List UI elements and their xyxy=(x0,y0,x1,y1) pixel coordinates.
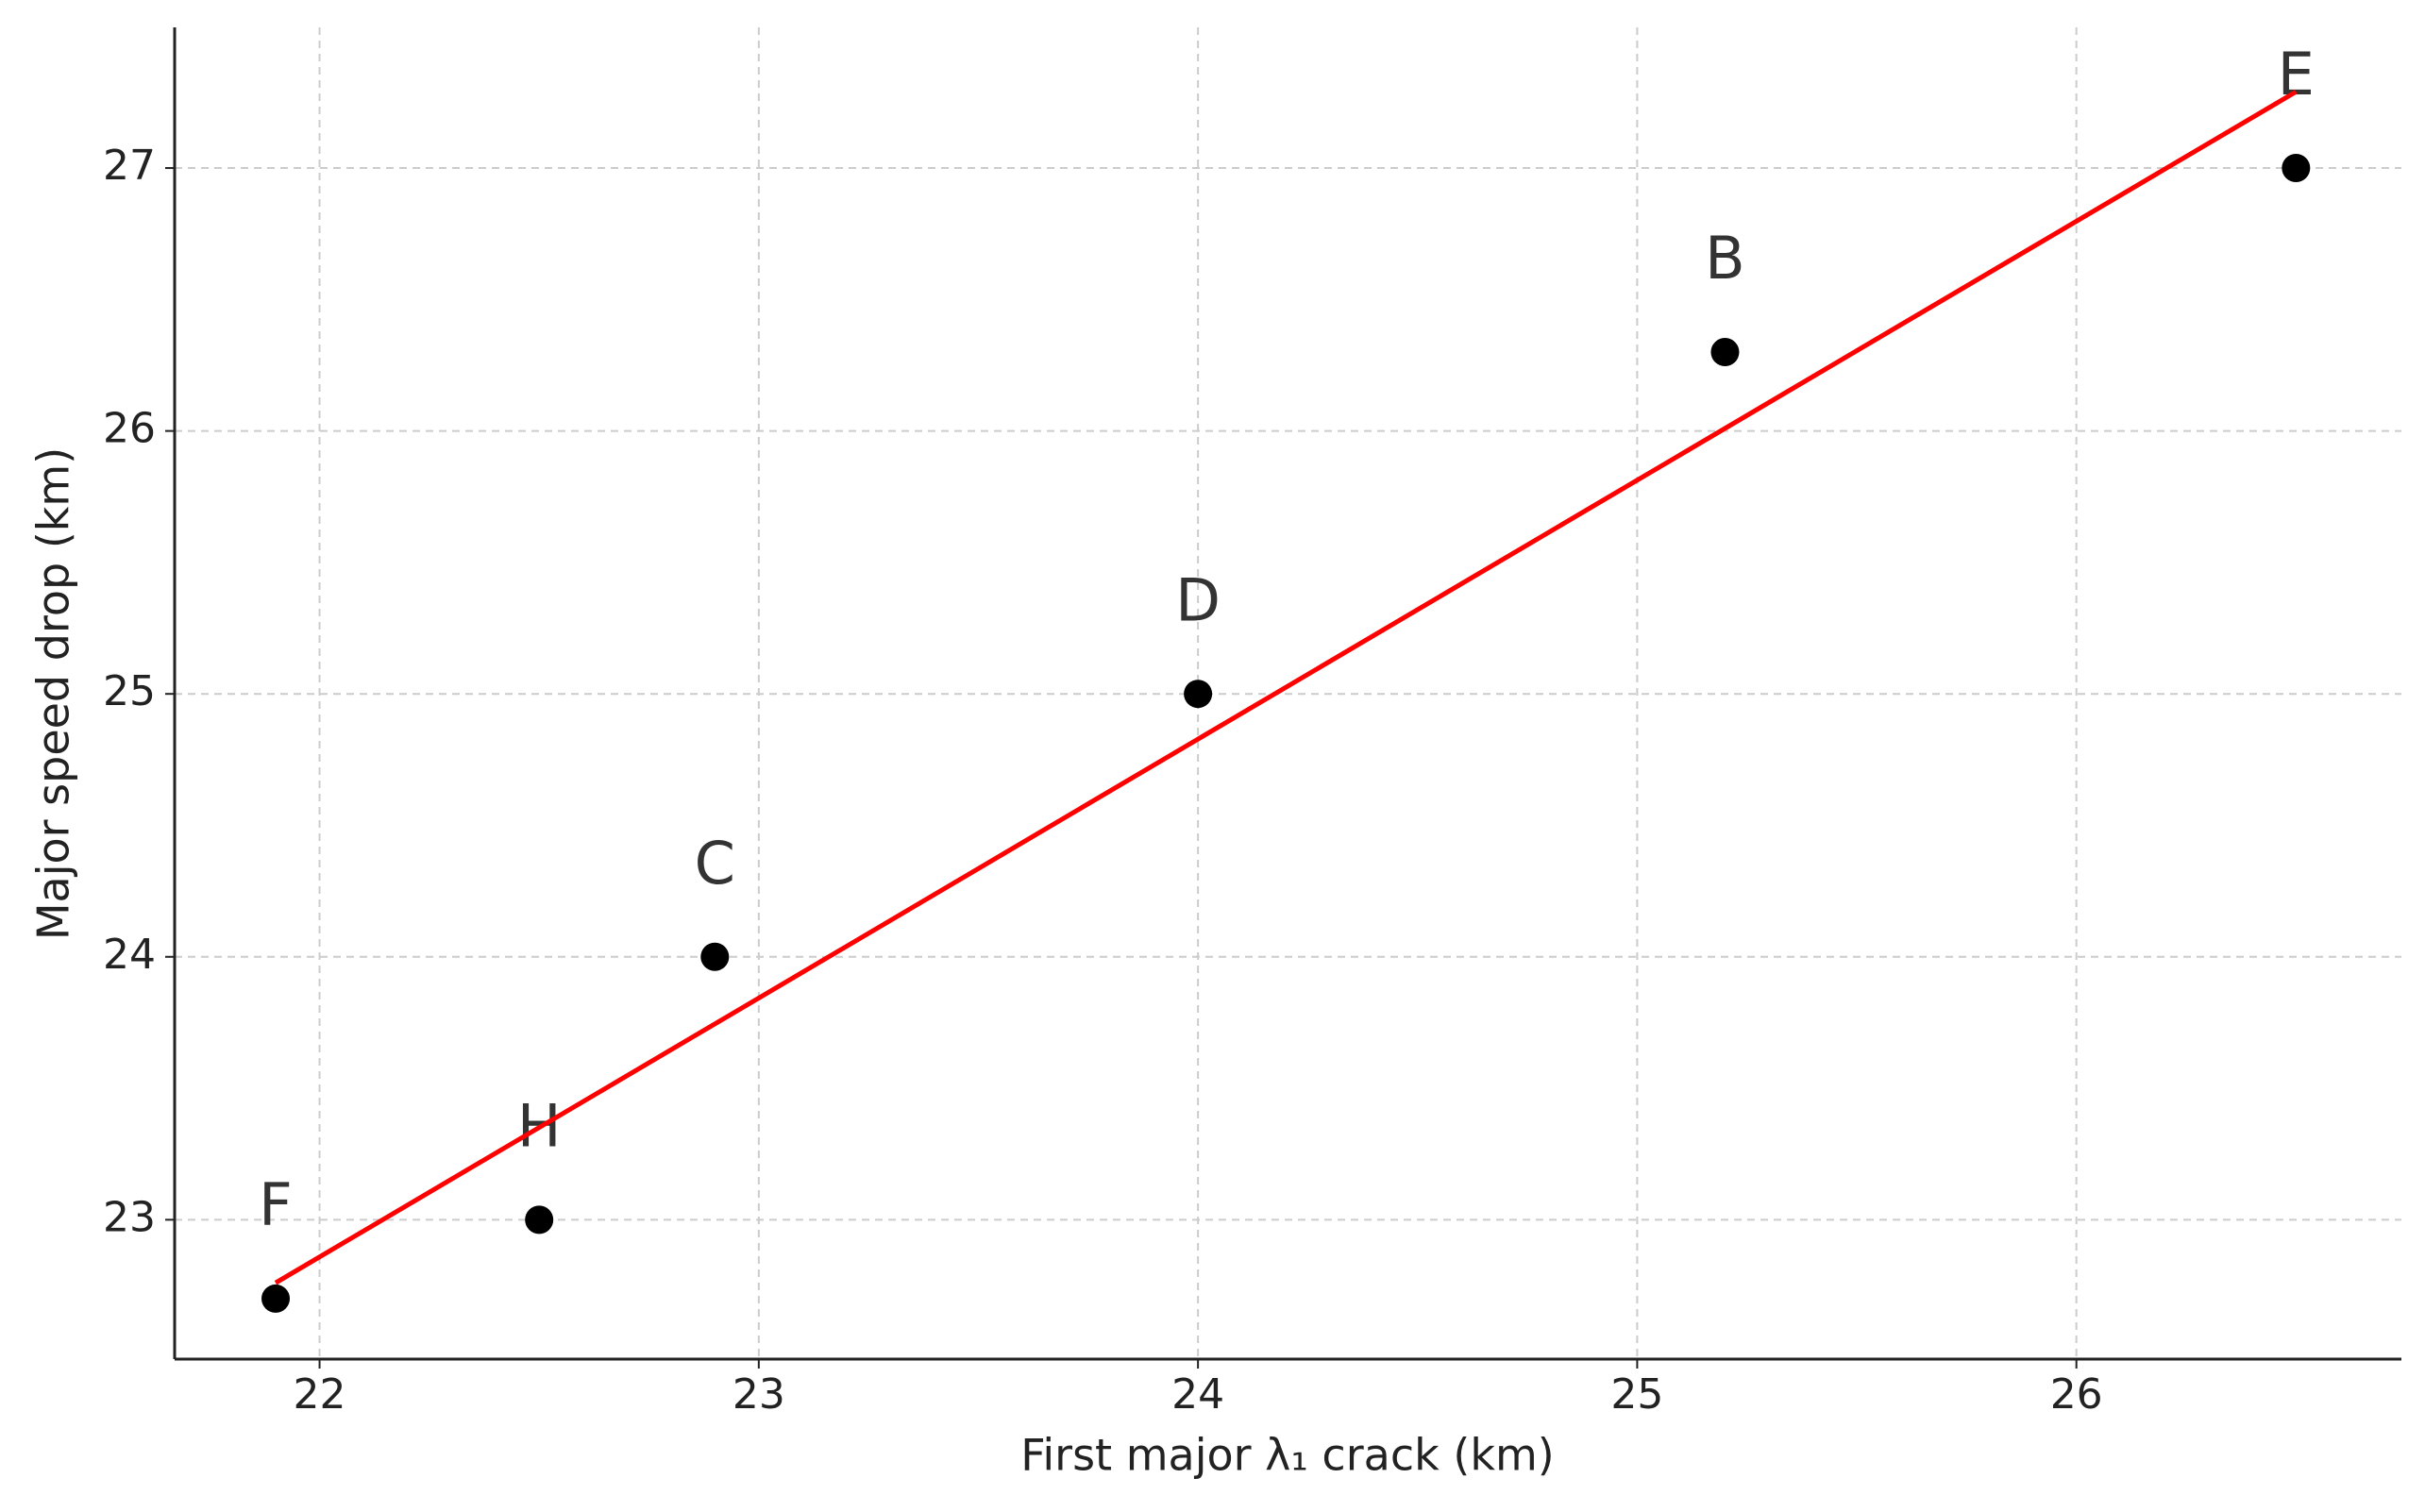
point xyxy=(700,942,730,971)
x-tick-label: 26 xyxy=(2050,1370,2103,1419)
point xyxy=(261,1284,291,1313)
y-tick-label: 26 xyxy=(103,405,156,453)
x-tick-label: 25 xyxy=(1610,1370,1663,1419)
y-tick-label: 23 xyxy=(103,1193,156,1241)
y-tick-label: 27 xyxy=(103,142,156,190)
point-label: B xyxy=(1705,224,1745,293)
point xyxy=(525,1205,554,1235)
y-tick-label: 24 xyxy=(103,931,156,979)
point xyxy=(1710,338,1740,367)
x-tick-label: 22 xyxy=(294,1370,346,1419)
point xyxy=(1184,680,1213,709)
point-label: D xyxy=(1175,565,1221,634)
x-tick-label: 23 xyxy=(733,1370,785,1419)
x-axis-label: First major λ₁ crack (km) xyxy=(1020,1430,1554,1481)
x-tick-label: 24 xyxy=(1171,1370,1224,1419)
point xyxy=(2282,154,2311,183)
point-label: C xyxy=(695,829,735,898)
fit-line xyxy=(274,90,2298,1285)
point-label: F xyxy=(259,1170,293,1239)
y-axis-label: Major speed drop (km) xyxy=(28,447,79,940)
y-tick-label: 25 xyxy=(103,667,156,715)
